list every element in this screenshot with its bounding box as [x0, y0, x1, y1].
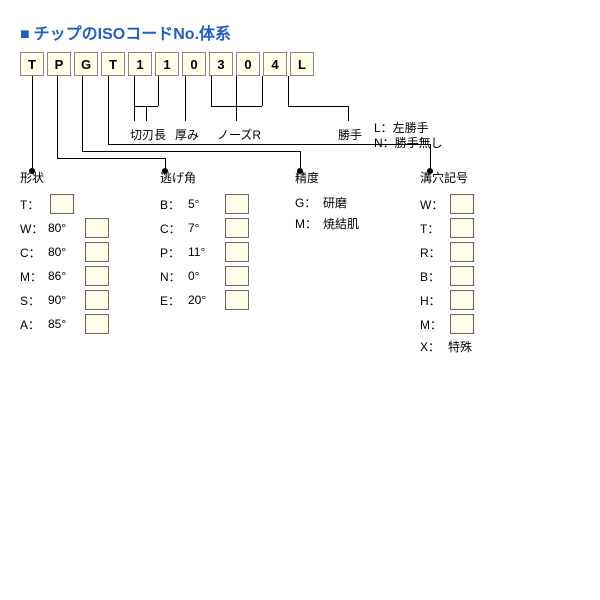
key: R： [420, 244, 448, 261]
key: C： [160, 220, 188, 237]
shape-icon [85, 218, 109, 238]
shape-icon [450, 194, 474, 214]
shape-icon [50, 194, 74, 214]
code-box-3: T [101, 52, 125, 76]
col-hole-row: X：特殊 [420, 338, 550, 355]
key: T： [20, 196, 48, 213]
col-precision-row: M：焼結肌 [295, 215, 410, 232]
val: 86° [48, 269, 83, 283]
shape-icon [450, 314, 474, 334]
val: 80° [48, 245, 83, 259]
col-hole: 溝穴記号 W：T：R：B：H：M：X：特殊 [420, 169, 550, 359]
val: 研磨 [323, 194, 347, 211]
col-shape-row: T： [20, 194, 150, 214]
col-precision: 精度 G：研磨M：焼結肌 [295, 169, 410, 359]
shape-icon [85, 314, 109, 334]
col-relief-row: N：0° [160, 266, 285, 286]
key: T： [420, 220, 448, 237]
val: 特殊 [448, 338, 472, 355]
shape-icon [225, 218, 249, 238]
code-box-6: 0 [182, 52, 206, 76]
col-hole-row: B： [420, 266, 550, 286]
code-box-5: 1 [155, 52, 179, 76]
val: 5° [188, 197, 223, 211]
connector-area: 切刃長 厚み ノーズR 勝手 L：左勝手 N：勝手無し [20, 76, 580, 161]
code-box-7: 3 [209, 52, 233, 76]
shape-icon [450, 242, 474, 262]
col-relief: 逃げ角 B：5°C：7°P：11°N：0°E：20° [160, 169, 285, 359]
col-shape-row: M：86° [20, 266, 150, 286]
key: X： [420, 338, 448, 355]
code-row: TPGT110304L [20, 52, 580, 76]
col-shape: 形状 T：W：80°C：80°M：86°S：90°A：85° [20, 169, 150, 359]
val: 20° [188, 293, 223, 307]
code-box-1: P [47, 52, 71, 76]
col-shape-row: S：90° [20, 290, 150, 310]
col-hole-row: R： [420, 242, 550, 262]
col-precision-row: G：研磨 [295, 194, 410, 211]
label-noseR: ノーズR [217, 126, 261, 143]
shape-icon [450, 266, 474, 286]
col-shape-row: A：85° [20, 314, 150, 334]
key: S： [20, 292, 48, 309]
key: H： [420, 292, 448, 309]
title: チップのISOコードNo.体系 [20, 20, 580, 44]
key: M： [20, 268, 48, 285]
key: B： [420, 268, 448, 285]
label-thickness: 厚み [175, 126, 199, 143]
col-hole-row: H： [420, 290, 550, 310]
shape-icon [85, 242, 109, 262]
label-handN: N：勝手無し [374, 134, 443, 151]
val: 85° [48, 317, 83, 331]
key: P： [160, 244, 188, 261]
val: 90° [48, 293, 83, 307]
col-hole-row: T： [420, 218, 550, 238]
shape-icon [225, 266, 249, 286]
key: M： [420, 316, 448, 333]
col-relief-row: P：11° [160, 242, 285, 262]
key: W： [20, 220, 48, 237]
shape-icon [225, 290, 249, 310]
col-relief-row: E：20° [160, 290, 285, 310]
label-cutlen: 切刃長 [130, 126, 166, 143]
val: 11° [188, 245, 223, 259]
code-box-8: 0 [236, 52, 260, 76]
shape-icon [450, 290, 474, 310]
col-shape-row: C：80° [20, 242, 150, 262]
code-box-0: T [20, 52, 44, 76]
col-relief-row: B：5° [160, 194, 285, 214]
val: 80° [48, 221, 83, 235]
code-box-2: G [74, 52, 98, 76]
shape-icon [85, 290, 109, 310]
key: C： [20, 244, 48, 261]
col-hole-row: W： [420, 194, 550, 214]
key: A： [20, 316, 48, 333]
col-shape-row: W：80° [20, 218, 150, 238]
key: M： [295, 215, 323, 232]
shape-icon [225, 194, 249, 214]
col-relief-row: C：7° [160, 218, 285, 238]
val: 7° [188, 221, 223, 235]
shape-icon [225, 242, 249, 262]
val: 0° [188, 269, 223, 283]
key: G： [295, 194, 323, 211]
columns: 形状 T：W：80°C：80°M：86°S：90°A：85° 逃げ角 B：5°C… [20, 169, 580, 359]
key: B： [160, 196, 188, 213]
col-hole-row: M： [420, 314, 550, 334]
val: 焼結肌 [323, 215, 359, 232]
key: E： [160, 292, 188, 309]
label-hand: 勝手 [338, 126, 362, 143]
shape-icon [85, 266, 109, 286]
key: N： [160, 268, 188, 285]
code-box-9: 4 [263, 52, 287, 76]
code-box-10: L [290, 52, 314, 76]
code-box-4: 1 [128, 52, 152, 76]
key: W： [420, 196, 448, 213]
shape-icon [450, 218, 474, 238]
